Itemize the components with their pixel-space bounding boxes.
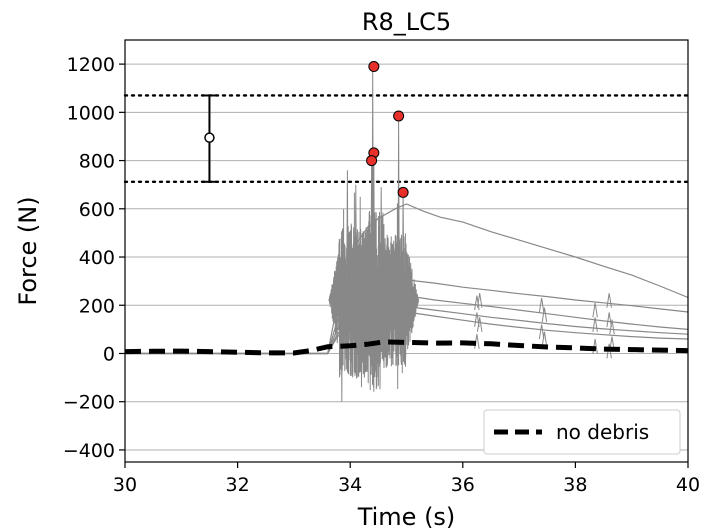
x-tick-label: 32 [226,474,250,496]
reference-lines [123,94,690,183]
trial-local-spike [541,307,548,323]
trial-series-4 [125,304,688,355]
no-debris-line [125,339,688,356]
y-tick-label: 1200 [67,54,115,76]
legend-label-no-debris: no debris [556,420,649,444]
x-axis-label: Time (s) [357,503,456,529]
trial-local-spike [474,312,480,328]
y-tick-label: 600 [79,199,115,221]
peak-marker [366,155,378,167]
trial-local-spike [476,317,483,332]
y-tick-label: −200 [63,392,115,414]
trial-local-spike [606,293,612,308]
trial-local-spike [606,312,612,328]
y-axis-label: Force (N) [14,196,42,305]
trial-local-spike [592,317,598,332]
trial-series-3 [125,293,688,355]
trial-local-spike [609,336,615,352]
trial-series-5 [125,309,688,355]
peak-marker [393,110,405,122]
y-tick-label: −400 [63,440,115,462]
trial-local-spike [592,302,598,318]
legend: no debris [483,409,681,455]
x-tick-label: 40 [676,474,700,496]
y-tick-label: 1000 [67,102,115,124]
trial-series-2 [125,279,688,355]
y-tick-label: 0 [103,343,115,365]
trial-series-1 [125,203,688,355]
plot-frame [124,39,689,463]
peak-markers [366,61,409,198]
x-tick-label: 36 [451,474,475,496]
peak-marker [397,186,409,198]
y-tick-label: 400 [79,247,115,269]
trial-local-spike [538,297,545,313]
x-tick-label: 38 [563,474,587,496]
y-tick-label: 200 [79,295,115,317]
legend-box [483,409,681,455]
x-tick-label: 34 [338,474,362,496]
trial-local-spike [476,293,483,308]
trial-local-spike [606,343,612,359]
axis-ticks: 30 32 34 36 38 40 −400 −200 0 200 400 600 800 1000 120… [63,54,700,496]
trial-local-spike [609,319,615,335]
error-bar [202,94,217,183]
trial-local-spike [538,324,545,340]
error-bar-mean [204,132,215,143]
peak-marker [368,61,380,73]
trial-local-spike [541,331,548,347]
trial-local-spike [474,295,480,311]
trial-oscillation [328,66,420,402]
x-tick-label: 30 [113,474,137,496]
chart-title: R8_LC5 [362,8,451,36]
y-tick-label: 800 [79,151,115,173]
